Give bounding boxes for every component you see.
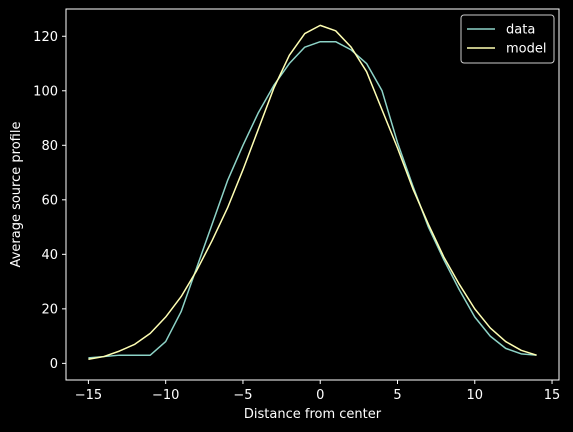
x-tick-label: 15 (544, 388, 561, 403)
x-tick-label: 10 (466, 388, 483, 403)
legend-label-data: data (506, 23, 535, 38)
y-tick-label: 20 (41, 302, 58, 317)
y-tick-label: 60 (41, 193, 58, 208)
x-tick-label: −10 (152, 388, 179, 403)
legend-label-model: model (506, 42, 546, 57)
y-axis-label: Average source profile (9, 122, 24, 268)
y-tick-label: 0 (50, 357, 58, 372)
y-tick-label: 120 (33, 30, 58, 45)
x-tick-label: −5 (233, 388, 252, 403)
x-axis-label: Distance from center (244, 407, 382, 422)
y-tick-label: 80 (41, 139, 58, 154)
x-tick-label: 5 (393, 388, 401, 403)
y-tick-label: 40 (41, 248, 58, 263)
x-tick-label: −15 (75, 388, 102, 403)
x-tick-label: 0 (316, 388, 324, 403)
legend: data model (461, 15, 554, 63)
y-tick-label: 100 (33, 84, 58, 99)
